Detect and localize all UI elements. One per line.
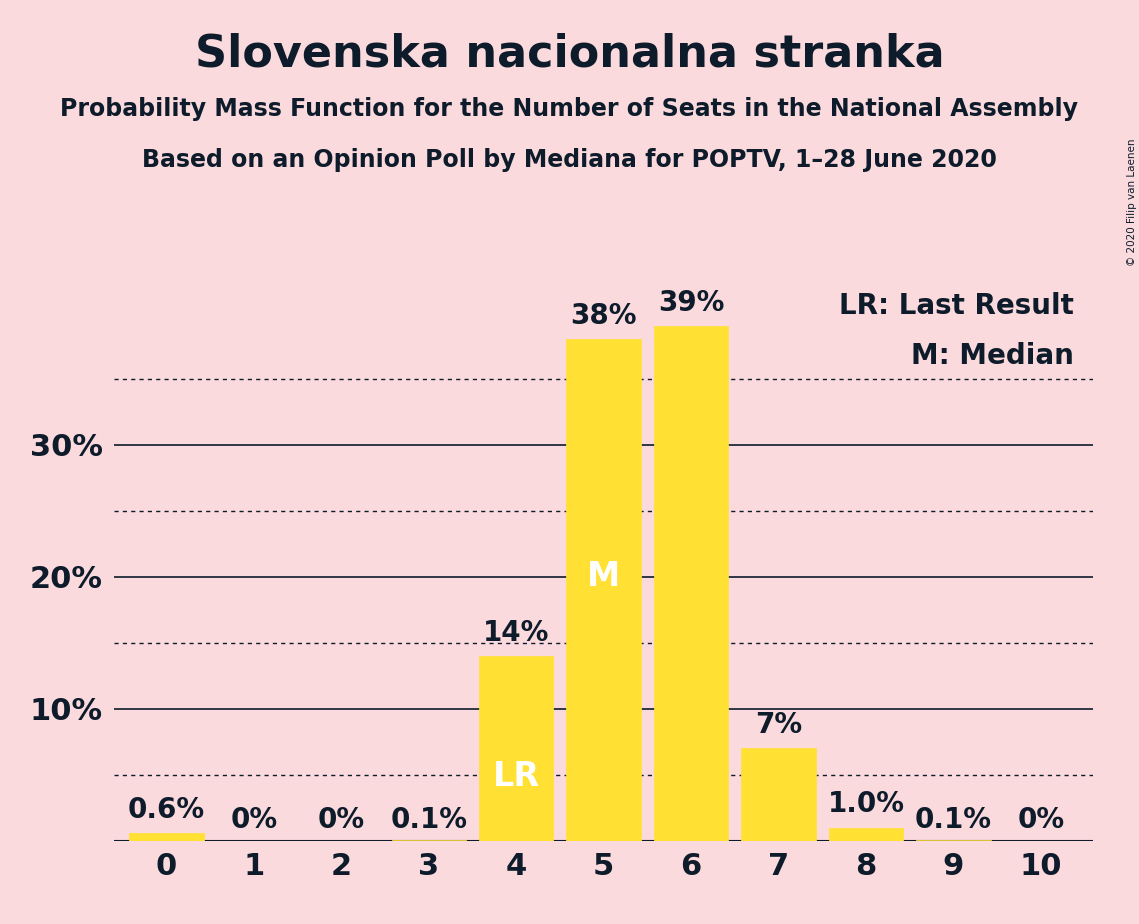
Bar	[566, 339, 641, 841]
Bar	[741, 748, 816, 841]
Bar	[829, 828, 903, 841]
Text: 7%: 7%	[755, 711, 802, 739]
Text: M: M	[587, 560, 621, 593]
Text: M: Median: M: Median	[911, 342, 1074, 370]
Text: 38%: 38%	[571, 302, 637, 330]
Text: 0.6%: 0.6%	[128, 796, 205, 823]
Text: © 2020 Filip van Laenen: © 2020 Filip van Laenen	[1126, 139, 1137, 266]
Bar	[480, 656, 554, 841]
Bar	[917, 840, 991, 841]
Text: Based on an Opinion Poll by Mediana for POPTV, 1–28 June 2020: Based on an Opinion Poll by Mediana for …	[142, 148, 997, 172]
Text: 0%: 0%	[318, 807, 364, 834]
Bar	[654, 326, 728, 841]
Bar	[129, 833, 204, 841]
Text: 1.0%: 1.0%	[828, 790, 904, 819]
Text: Slovenska nacionalna stranka: Slovenska nacionalna stranka	[195, 32, 944, 76]
Text: 0.1%: 0.1%	[915, 807, 992, 834]
Text: 14%: 14%	[483, 619, 549, 647]
Text: 0%: 0%	[1017, 807, 1065, 834]
Text: LR: LR	[493, 760, 540, 793]
Bar	[392, 840, 466, 841]
Text: 39%: 39%	[658, 289, 724, 317]
Text: LR: Last Result: LR: Last Result	[839, 292, 1074, 320]
Text: Probability Mass Function for the Number of Seats in the National Assembly: Probability Mass Function for the Number…	[60, 97, 1079, 121]
Text: 0.1%: 0.1%	[391, 807, 467, 834]
Text: 0%: 0%	[230, 807, 278, 834]
